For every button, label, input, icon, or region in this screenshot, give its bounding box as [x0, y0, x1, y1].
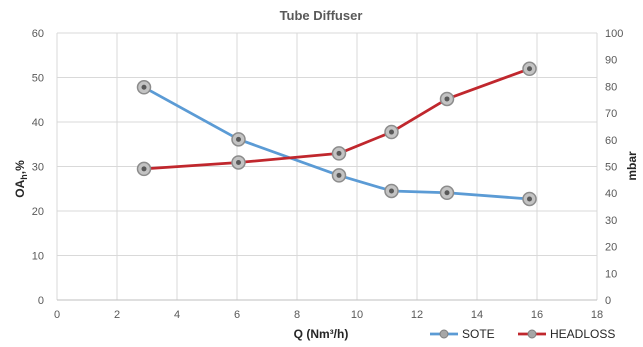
x-tick-label-8: 16: [531, 309, 543, 321]
left-y-tick-label-3: 30: [32, 162, 44, 174]
x-tick-label-1: 2: [114, 309, 120, 321]
series-0-point-2-center: [337, 173, 342, 178]
x-tick-label-3: 6: [234, 309, 240, 321]
series-0-point-1-center: [236, 137, 241, 142]
left-y-axis-label-main: OA: [13, 179, 27, 197]
legend-0-label: SOTE: [462, 327, 495, 341]
series-1-point-5-center: [527, 66, 532, 71]
chart-title: Tube Diffuser: [280, 8, 363, 23]
series-1-point-2-center: [337, 151, 342, 156]
legend: SOTE HEADLOSS: [430, 327, 615, 341]
left-y-axis-label-rest: ,%: [13, 160, 27, 174]
series-0-point-0-center: [142, 85, 147, 90]
right-y-tick-label-0: 0: [605, 295, 611, 307]
x-tick-labels: 0 2 4 6 8 10 12 14 16 18: [54, 309, 603, 321]
legend-1-label: HEADLOSS: [550, 327, 615, 341]
right-y-tick-label-1: 10: [605, 268, 617, 280]
left-y-tick-label-4: 40: [32, 117, 44, 129]
legend-0-marker: [440, 330, 448, 338]
legend-1-marker: [528, 330, 536, 338]
right-y-tick-labels: 0 10 20 30 40 50 60 70 80 90 100: [605, 28, 623, 307]
right-y-tick-label-9: 90: [605, 55, 617, 67]
left-y-tick-label-2: 20: [32, 206, 44, 218]
left-y-axis-label: OAh,%: [13, 160, 29, 198]
right-y-tick-label-2: 20: [605, 242, 617, 254]
left-y-tick-label-0: 0: [38, 295, 44, 307]
x-tick-label-2: 4: [174, 309, 180, 321]
series-1-point-0-center: [142, 166, 147, 171]
left-y-tick-label-5: 50: [32, 73, 44, 85]
x-tick-label-5: 10: [351, 309, 363, 321]
series-1-point-4-center: [445, 96, 450, 101]
right-y-tick-label-6: 60: [605, 135, 617, 147]
series-1-point-1-center: [236, 160, 241, 165]
left-y-tick-labels: 0 10 20 30 40 50 60: [32, 28, 44, 307]
x-tick-label-9: 18: [591, 309, 603, 321]
series-group: [138, 62, 537, 205]
left-y-tick-label-1: 10: [32, 251, 44, 263]
right-y-tick-label-7: 70: [605, 108, 617, 120]
left-y-tick-label-6: 60: [32, 28, 44, 40]
right-y-tick-label-8: 80: [605, 81, 617, 93]
right-y-tick-label-3: 30: [605, 215, 617, 227]
series-1-point-3-center: [389, 130, 394, 135]
right-y-axis-label: mbar: [625, 151, 639, 181]
right-y-tick-label-4: 40: [605, 188, 617, 200]
series-0-point-5-center: [527, 196, 532, 201]
right-y-tick-label-5: 50: [605, 162, 617, 174]
x-tick-label-4: 8: [294, 309, 300, 321]
x-tick-label-7: 14: [471, 309, 483, 321]
series-0-point-4-center: [445, 190, 450, 195]
x-axis-label: Q (Nm³/h): [294, 327, 349, 341]
x-tick-label-0: 0: [54, 309, 60, 321]
series-0-point-3-center: [389, 188, 394, 193]
x-tick-label-6: 12: [411, 309, 423, 321]
right-y-tick-label-10: 100: [605, 28, 623, 40]
